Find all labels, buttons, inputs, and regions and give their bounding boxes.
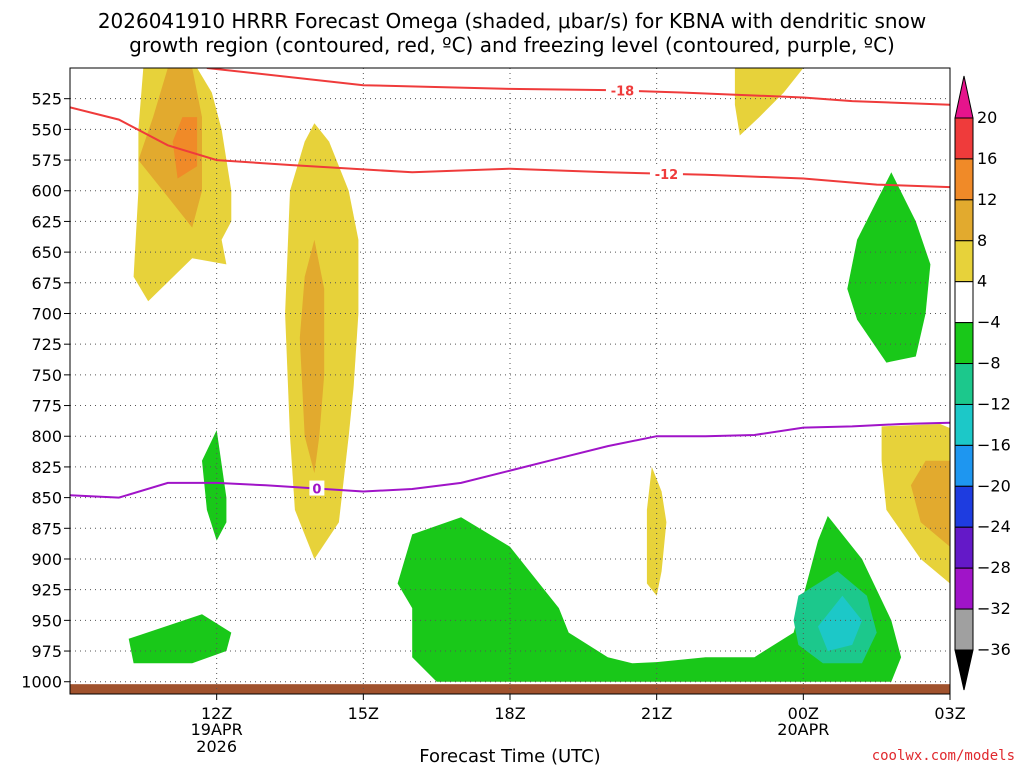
colorbar-label: 20 bbox=[977, 108, 997, 127]
omega-region-9 bbox=[847, 172, 931, 363]
y-tick-label: 1000 bbox=[21, 673, 62, 692]
colorbar-label: −28 bbox=[977, 558, 1011, 577]
y-tick-label: 675 bbox=[31, 274, 62, 293]
colorbar-label: −4 bbox=[977, 313, 1001, 332]
omega-region-1 bbox=[138, 68, 202, 228]
y-tick-label: 625 bbox=[31, 212, 62, 231]
omega-region-5 bbox=[734, 68, 804, 136]
omega-region-11 bbox=[128, 614, 232, 664]
omega-region-8 bbox=[646, 466, 667, 596]
y-tick-label: 600 bbox=[31, 182, 62, 201]
chart-title-line-2: growth region (contoured, red, ºC) and f… bbox=[129, 33, 895, 57]
contour-line-1 bbox=[70, 106, 950, 189]
y-tick-label: 900 bbox=[31, 550, 62, 569]
contour-label: -12 bbox=[655, 168, 679, 183]
x-axis-label: Forecast Time (UTC) bbox=[419, 746, 600, 767]
colorbar-label: −16 bbox=[977, 435, 1011, 454]
y-tick-label: 950 bbox=[31, 611, 62, 630]
omega-region-12 bbox=[397, 516, 902, 682]
x-tick-sublabel: 2026 bbox=[196, 737, 237, 756]
y-tick-label: 875 bbox=[31, 519, 62, 538]
surface-strip bbox=[70, 684, 950, 694]
colorbar-segment bbox=[954, 117, 974, 160]
contour-label-bg bbox=[605, 82, 639, 98]
colorbar-segment bbox=[954, 444, 974, 487]
colorbar-label: 16 bbox=[977, 149, 997, 168]
gridlines bbox=[70, 68, 951, 694]
x-tick-label: 12Z bbox=[201, 704, 232, 723]
contour-label: -18 bbox=[611, 85, 635, 100]
y-tick-label: 925 bbox=[31, 581, 62, 600]
omega-region-4 bbox=[299, 239, 325, 474]
colorbar-label: 12 bbox=[977, 190, 997, 209]
colorbar-bottom-arrow bbox=[954, 649, 974, 691]
colorbar-label: −24 bbox=[977, 517, 1011, 536]
colorbar-label: −32 bbox=[977, 599, 1011, 618]
x-tick-sublabel: 20APR bbox=[777, 720, 829, 739]
colorbar-label: −12 bbox=[977, 394, 1011, 413]
contour-label: 0 bbox=[312, 483, 321, 498]
y-tick-label: 700 bbox=[31, 304, 62, 323]
y-tick-label: 975 bbox=[31, 642, 62, 661]
colorbar-segment bbox=[954, 567, 974, 610]
contour-line-0 bbox=[206, 68, 950, 106]
colorbar-segment bbox=[954, 485, 974, 528]
y-tick-label: 725 bbox=[31, 335, 62, 354]
isotherm-contours: -18 -12 0 bbox=[70, 68, 950, 499]
pressure-axis: 525 550 575 600 625 650 675 700 725 750 775 800 825 8… bbox=[21, 90, 70, 692]
x-tick-label: 00Z bbox=[788, 704, 819, 723]
omega-region-10 bbox=[202, 430, 227, 541]
colorbar-segment bbox=[954, 608, 974, 651]
credit-text[interactable]: coolwx.com/models bbox=[872, 748, 1015, 764]
colorbar-segment bbox=[954, 199, 974, 242]
x-tick-label: 21Z bbox=[641, 704, 672, 723]
contour-line-2 bbox=[70, 421, 950, 499]
contour-label-bg bbox=[649, 165, 683, 181]
colorbar-label: 4 bbox=[977, 272, 987, 291]
y-tick-label: 550 bbox=[31, 120, 62, 139]
colorbar-segment bbox=[954, 281, 974, 324]
x-tick-label: 18Z bbox=[494, 704, 525, 723]
y-tick-label: 850 bbox=[31, 489, 62, 508]
y-tick-label: 775 bbox=[31, 397, 62, 416]
colorbar-segment bbox=[954, 322, 974, 365]
omega-region-2 bbox=[172, 117, 198, 179]
colorbar-segment bbox=[954, 403, 974, 446]
x-tick-label: 03Z bbox=[934, 704, 965, 723]
omega-shaded-regions bbox=[70, 68, 950, 694]
y-tick-label: 750 bbox=[31, 366, 62, 385]
omega-region-14 bbox=[818, 595, 862, 651]
y-tick-label: 650 bbox=[31, 243, 62, 262]
colorbar-label: −8 bbox=[977, 354, 1001, 373]
colorbar-segment bbox=[954, 526, 974, 569]
colorbar-label: −20 bbox=[977, 476, 1011, 495]
colorbar-label: 8 bbox=[977, 231, 987, 250]
contour-label-bg bbox=[309, 480, 325, 496]
colorbar-segment bbox=[954, 240, 974, 283]
x-tick-label: 15Z bbox=[348, 704, 379, 723]
x-tick-sublabel: 19APR bbox=[191, 720, 243, 739]
colorbar-top-arrow bbox=[954, 75, 974, 119]
y-tick-label: 525 bbox=[31, 90, 62, 109]
chart-title-line-1: 2026041910 HRRR Forecast Omega (shaded, … bbox=[98, 9, 926, 33]
colorbar-label: −36 bbox=[977, 640, 1011, 659]
colorbar-segment bbox=[954, 158, 974, 201]
y-tick-label: 825 bbox=[31, 458, 62, 477]
omega-region-7 bbox=[910, 460, 950, 547]
y-tick-label: 800 bbox=[31, 427, 62, 446]
y-tick-label: 575 bbox=[31, 151, 62, 170]
colorbar: 20 16 12 8 4 −4 −8 −12 −16 −20 −24 −28 −32 −36 bbox=[954, 75, 1011, 691]
colorbar-segment bbox=[954, 363, 974, 405]
